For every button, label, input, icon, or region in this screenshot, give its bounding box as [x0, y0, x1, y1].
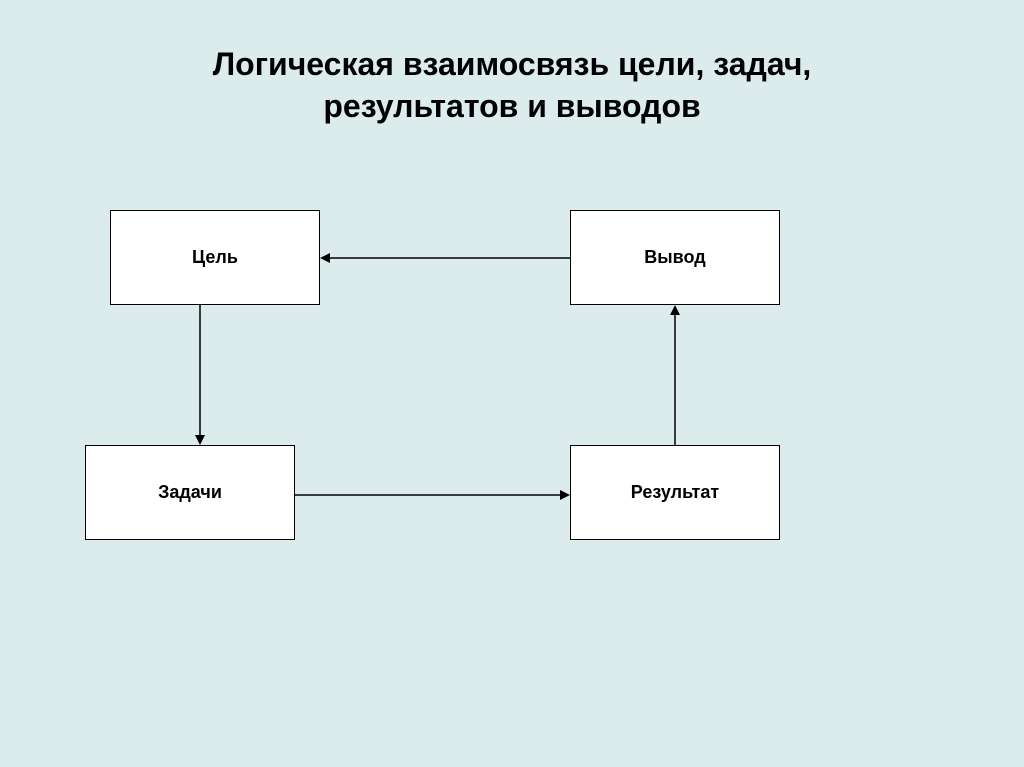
node-goal-label: Цель [192, 247, 238, 268]
node-conclusion: Вывод [570, 210, 780, 305]
node-tasks: Задачи [85, 445, 295, 540]
node-conclusion-label: Вывод [644, 247, 705, 268]
title-line-1: Логическая взаимосвязь цели, задач, [0, 44, 1024, 86]
node-goal: Цель [110, 210, 320, 305]
diagram-title: Логическая взаимосвязь цели, задач, резу… [0, 44, 1024, 127]
node-result-label: Результат [631, 482, 719, 503]
node-tasks-label: Задачи [158, 482, 222, 503]
node-result: Результат [570, 445, 780, 540]
title-line-2: результатов и выводов [0, 86, 1024, 128]
diagram-canvas: Логическая взаимосвязь цели, задач, резу… [0, 0, 1024, 767]
